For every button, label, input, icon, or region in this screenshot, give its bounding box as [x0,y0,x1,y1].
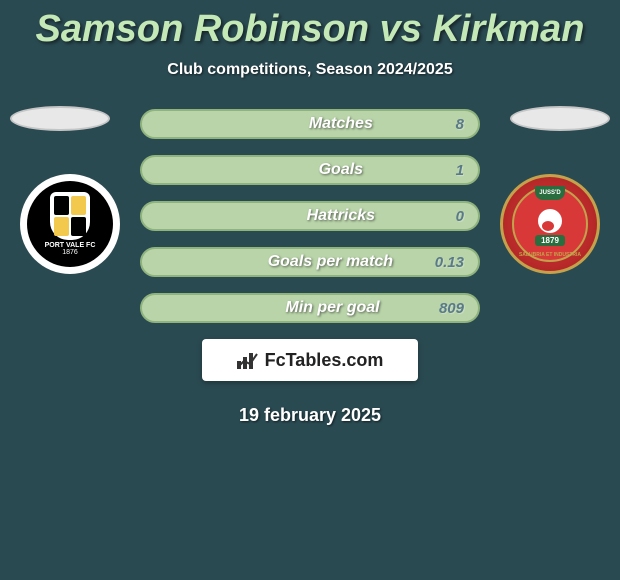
stat-row: Goals per match0.13 [140,247,480,277]
robin-icon [538,209,562,233]
stats-list: Matches8Goals1Hattricks0Goals per match0… [140,109,480,323]
stat-label: Goals [156,161,456,179]
club-badge-right: JUSS'D 1879 SALUBRIA ET INDUSTRIA [500,174,600,274]
player-photo-left [10,106,110,131]
chart-icon [237,351,259,369]
badge-right-year: 1879 [535,235,565,246]
stat-row: Hattricks0 [140,201,480,231]
stat-label: Matches [156,115,456,133]
stat-label: Min per goal [156,299,439,317]
club-badge-left: PORT VALE FC 1876 [20,174,120,274]
stat-label: Hattricks [156,207,456,225]
stat-value: 8 [456,116,464,133]
stat-value: 1 [456,162,464,179]
stat-row: Goals1 [140,155,480,185]
badge-left-name: PORT VALE FC [45,242,96,249]
comparison-content: PORT VALE FC 1876 JUSS'D 1879 SALUBRIA E… [0,109,620,426]
badge-left-year: 1876 [62,249,78,256]
stat-value: 809 [439,300,464,317]
stat-label: Goals per match [156,253,435,271]
page-title: Samson Robinson vs Kirkman [0,0,620,51]
stat-row: Min per goal809 [140,293,480,323]
badge-right-banner: SALUBRIA ET INDUSTRIA [519,252,581,258]
stat-value: 0.13 [435,254,464,271]
player-photo-right [510,106,610,131]
subtitle: Club competitions, Season 2024/2025 [0,61,620,79]
stat-value: 0 [456,208,464,225]
badge-right-top: JUSS'D [535,186,565,200]
brand-text: FcTables.com [265,350,384,371]
stat-row: Matches8 [140,109,480,139]
shield-icon [50,192,90,240]
date-text: 19 february 2025 [0,405,620,426]
brand-box: FcTables.com [202,339,418,381]
